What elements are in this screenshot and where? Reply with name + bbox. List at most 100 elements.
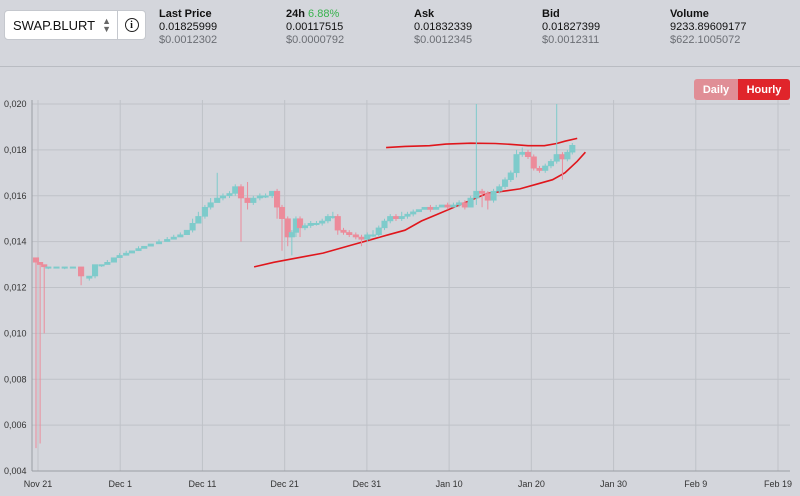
candle-body-up: [116, 255, 123, 258]
candle-body-up: [410, 211, 417, 215]
stat-value: 0.01827399: [542, 21, 601, 33]
candle-body-up: [513, 154, 520, 174]
candle-body-down: [334, 216, 341, 231]
x-tick-label: Dec 1: [108, 479, 132, 489]
candle-body-down: [41, 264, 48, 268]
stat-label: Volume: [670, 8, 709, 20]
stat-value: 0.01825999: [159, 21, 218, 33]
candle-body-up: [195, 216, 202, 224]
y-tick-label: 0,012: [4, 283, 27, 293]
stat-24h: 24h 6.88% 0.00117515 $0.0000792: [286, 8, 344, 47]
candle-body-up: [507, 172, 514, 180]
candle-body-down: [32, 257, 40, 263]
candle-body-up: [438, 204, 445, 208]
candle-body-up: [456, 202, 463, 206]
stat-label: Ask: [414, 8, 435, 20]
candle-body-up: [301, 225, 309, 229]
x-tick-label: Dec 31: [353, 479, 382, 489]
stat-change-percent: 6.88%: [308, 8, 340, 20]
stat-value: 0.00117515: [286, 21, 344, 33]
candle-body-down: [484, 193, 491, 201]
candle-body-up: [256, 195, 263, 199]
chevron-up-down-icon: ▲ ▼: [102, 16, 111, 34]
stat-bid: Bid 0.01827399 $0.0012311: [542, 8, 600, 47]
stat-usd: $0.0012311: [542, 34, 600, 46]
y-tick-label: 0,006: [4, 420, 27, 430]
candle-body-up: [313, 223, 320, 226]
candle-body-up: [421, 206, 428, 210]
x-tick-label: Dec 11: [189, 479, 217, 489]
candle-body-up: [398, 216, 405, 219]
info-button[interactable]: i: [118, 10, 146, 40]
candle-body-down: [284, 218, 291, 238]
candle-body-down: [461, 202, 468, 208]
candle-body-up: [501, 179, 509, 187]
candle-body-down: [427, 206, 434, 210]
candle-body-up: [110, 257, 117, 263]
candle-body-down: [479, 190, 486, 194]
market-header: SWAP.BLURT ▲ ▼ i Last Price 0.01825999 $0…: [0, 0, 800, 60]
y-tick-label: 0,018: [4, 145, 27, 155]
candle-body-up: [467, 197, 474, 208]
candle-body-down: [237, 186, 245, 199]
candle-body-up: [91, 264, 99, 277]
y-tick-label: 0,010: [4, 328, 27, 338]
candle-body-up: [547, 161, 555, 167]
candle-body-up: [375, 227, 382, 235]
stat-usd: $0.0012302: [159, 34, 218, 46]
stat-value: 9233.89609177: [670, 21, 747, 33]
stat-label: Bid: [542, 8, 560, 20]
lower-band-line: [253, 151, 586, 268]
candle-body-up: [104, 262, 111, 265]
stat-value: 0.01832339: [414, 21, 473, 33]
candle-body-up: [135, 248, 142, 252]
candle-body-up: [232, 186, 239, 194]
upper-band-line: [386, 137, 578, 149]
candle-body-up: [214, 197, 221, 203]
candle-body-up: [307, 223, 314, 226]
x-tick-label: Feb 9: [684, 479, 707, 489]
candle-body-down: [278, 206, 286, 219]
hourly-button[interactable]: Hourly: [738, 79, 790, 100]
candle-body-down: [530, 156, 537, 169]
candle-body-up: [98, 264, 105, 267]
candle-body-up: [250, 197, 257, 203]
stat-label: 24h 6.88%: [286, 8, 344, 21]
y-tick-label: 0,014: [4, 237, 27, 247]
header-divider: [0, 66, 800, 67]
candle-body-up: [553, 154, 560, 162]
candle-body-up: [164, 239, 171, 242]
candle-body-up: [450, 204, 457, 208]
x-tick-label: Dec 21: [270, 479, 299, 489]
candle-body-up: [226, 193, 233, 197]
candle-body-down: [444, 204, 451, 208]
candle-body-up: [319, 220, 326, 224]
candle-body-up: [86, 275, 93, 279]
daily-button[interactable]: Daily: [694, 79, 738, 100]
candle-body-up: [61, 266, 68, 269]
stat-label: Last Price: [159, 8, 212, 20]
candle-body-up: [569, 145, 576, 153]
candle-body-up: [369, 234, 377, 237]
stat-usd: $0.0000792: [286, 34, 345, 46]
candle-body-up: [433, 206, 440, 210]
candle-body-up: [155, 241, 163, 245]
candle-body-up: [219, 195, 227, 199]
candle-body-up: [177, 234, 184, 238]
candle-body-down: [274, 190, 281, 208]
candle-body-down: [37, 262, 44, 265]
candle-body-up: [364, 234, 371, 240]
stat-usd: $0.0012345: [414, 34, 473, 46]
candle-body-up: [69, 266, 76, 269]
candle-body-down: [536, 167, 543, 171]
candle-body-up: [53, 266, 60, 269]
candle-body-up: [404, 213, 411, 217]
candle-body-up: [207, 202, 214, 208]
candle-body-up: [324, 216, 331, 222]
y-tick-label: 0,004: [4, 466, 27, 476]
interval-toggle: Daily Hourly: [694, 79, 790, 100]
x-tick-label: Jan 10: [436, 479, 463, 489]
candle-body-up: [183, 229, 190, 235]
symbol-select[interactable]: SWAP.BLURT ▲ ▼: [4, 10, 118, 40]
